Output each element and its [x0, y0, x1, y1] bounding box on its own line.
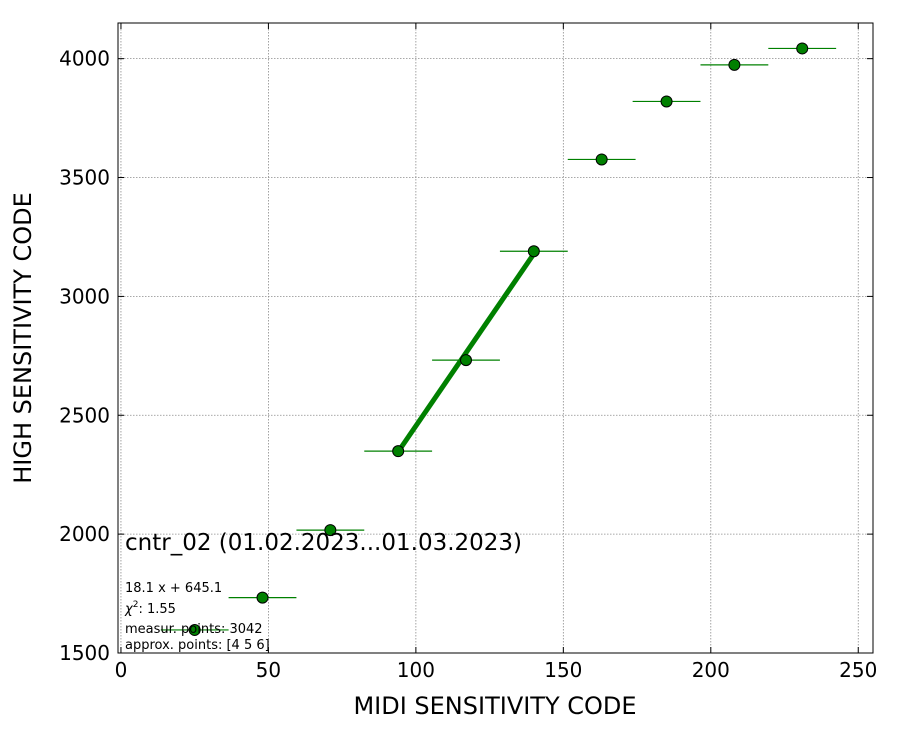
data-point — [460, 354, 473, 367]
x-tick-label: 150 — [544, 658, 582, 682]
y-tick-label: 4000 — [59, 47, 110, 71]
axis-ticks: 0 50 100 150 200 250 1500 2000 2500 3000 3500 4000 — [59, 23, 877, 682]
x-tick-label: 50 — [256, 658, 281, 682]
data-point — [392, 445, 405, 458]
chart-annotation-title: cntr_02 (01.02.2023...01.03.2023) — [125, 530, 522, 556]
x-tick-label: 100 — [397, 658, 435, 682]
data-point — [256, 591, 269, 604]
x-tick-label: 200 — [692, 658, 730, 682]
approx-points-text: approx. points: [4 5 6] — [125, 638, 270, 653]
chi2-value: 1.55 — [147, 602, 176, 617]
data-point — [660, 95, 673, 108]
fit-equation: 18.1 x + 645.1 — [125, 581, 222, 596]
data-point — [728, 58, 741, 71]
data-points — [188, 42, 809, 636]
y-axis-label: HIGH SENSITIVITY CODE — [9, 192, 37, 484]
measur-points-text: measur. points: 3042 — [125, 622, 263, 637]
grid — [118, 23, 873, 654]
data-point — [796, 42, 809, 55]
y-tick-label: 3000 — [59, 284, 110, 308]
x-tick-label: 0 — [115, 658, 128, 682]
plot-frame — [117, 22, 874, 654]
chi2-text: χ2: 1.55 — [124, 600, 176, 617]
data-point — [188, 623, 201, 636]
data-point — [595, 153, 608, 166]
y-tick-label: 3500 — [59, 166, 110, 190]
data-point — [527, 245, 540, 258]
x-tick-label: 250 — [839, 658, 877, 682]
data-point — [324, 524, 337, 537]
fit-line — [396, 252, 536, 454]
y-tick-label: 2000 — [59, 522, 110, 546]
x-axis-label: MIDI SENSITIVITY CODE — [353, 692, 636, 720]
y-tick-label: 1500 — [59, 641, 110, 665]
y-tick-label: 2500 — [59, 403, 110, 427]
fit-line-group — [396, 252, 536, 454]
